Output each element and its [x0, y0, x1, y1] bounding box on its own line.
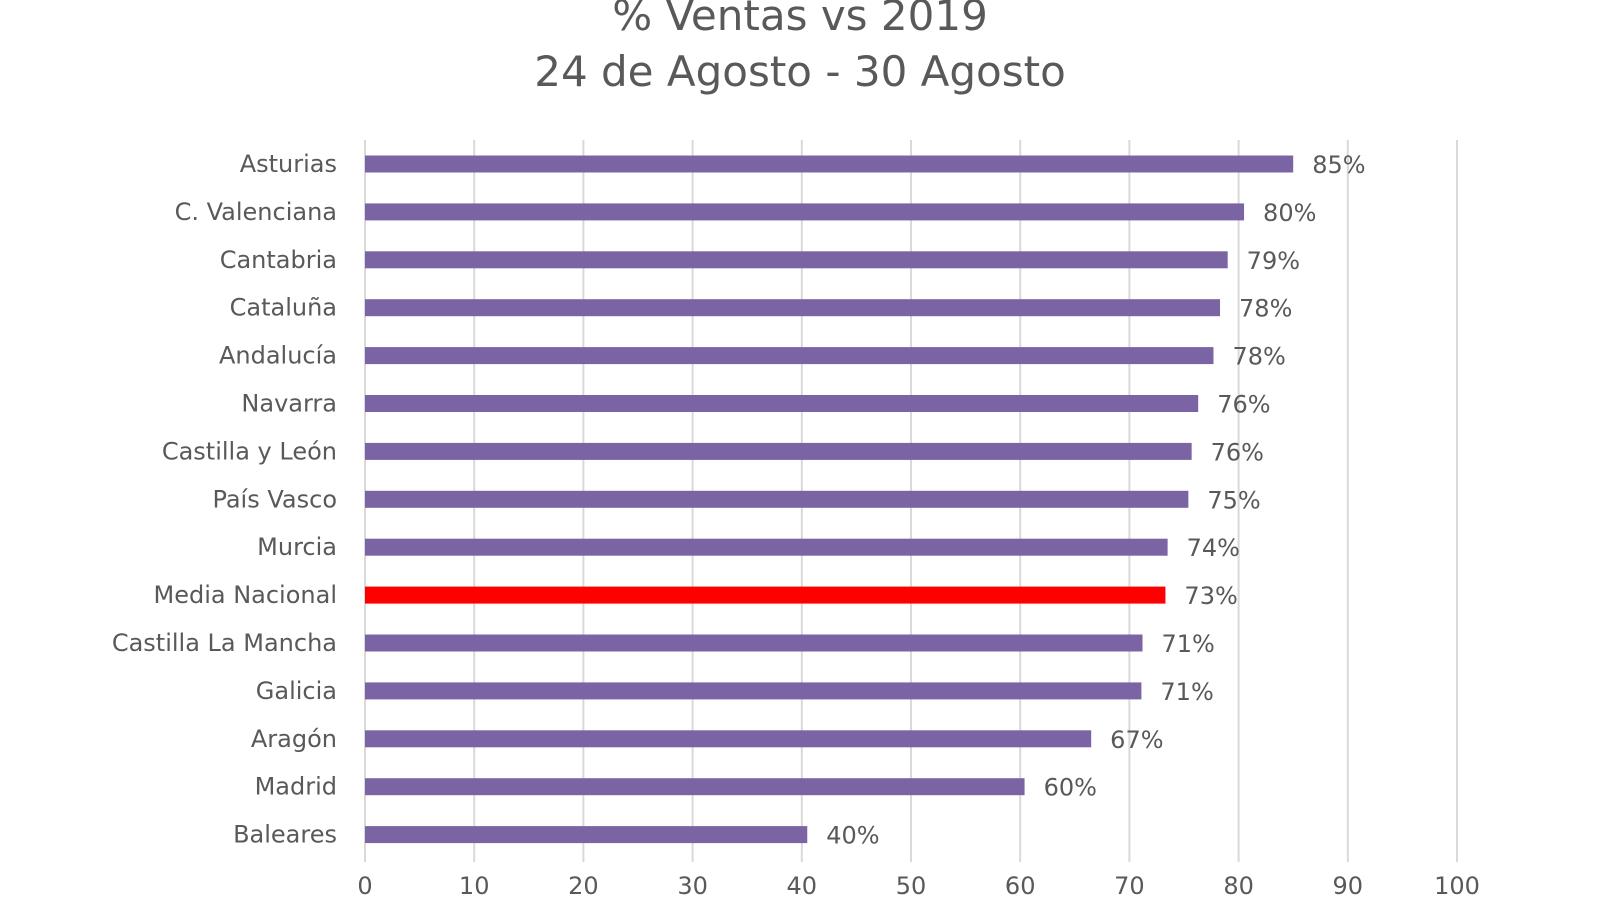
data-label: 73% — [1184, 582, 1237, 610]
chart-title: % Ventas vs 2019 — [612, 0, 988, 40]
chart-subtitle: 24 de Agosto - 30 Agosto — [534, 47, 1066, 96]
category-label: Andalucía — [219, 342, 337, 370]
data-label: 76% — [1217, 391, 1270, 419]
bar — [365, 490, 1189, 508]
data-label: 76% — [1211, 438, 1264, 466]
bar — [365, 442, 1192, 460]
x-tick-label: 0 — [357, 872, 372, 900]
bar — [365, 682, 1142, 700]
category-label: Cantabria — [220, 246, 337, 274]
x-tick-label: 60 — [1005, 872, 1036, 900]
x-tick-label: 40 — [787, 872, 818, 900]
category-label: Media Nacional — [153, 581, 337, 609]
x-tick-label: 90 — [1333, 872, 1364, 900]
bars — [365, 155, 1294, 844]
bar — [365, 778, 1025, 796]
bar — [365, 155, 1294, 173]
data-label: 74% — [1187, 534, 1240, 562]
data-label: 75% — [1207, 486, 1260, 514]
bar — [365, 826, 808, 844]
category-label: Castilla La Mancha — [112, 629, 337, 657]
category-label: Aragón — [251, 725, 337, 753]
category-label: C. Valenciana — [175, 198, 337, 226]
data-label: 78% — [1239, 295, 1292, 323]
x-tick-label: 10 — [459, 872, 490, 900]
category-label: Murcia — [257, 533, 337, 561]
category-label: Navarra — [241, 390, 337, 418]
x-tick-label: 70 — [1114, 872, 1145, 900]
bar — [365, 203, 1245, 221]
bar — [365, 395, 1199, 412]
x-tick-label: 80 — [1223, 872, 1254, 900]
bar — [365, 347, 1214, 365]
data-label: 85% — [1312, 151, 1365, 179]
category-labels: Asturias C. Valenciana Cantabria Cataluña An… — [112, 150, 337, 849]
data-label: 60% — [1044, 774, 1097, 802]
x-tick-label: 50 — [896, 872, 927, 900]
category-label: Cataluña — [230, 294, 337, 322]
x-tick-label: 30 — [677, 872, 708, 900]
data-label: 79% — [1247, 247, 1300, 275]
category-label: Galicia — [256, 677, 337, 705]
data-label: 78% — [1232, 343, 1285, 371]
data-label: 80% — [1263, 199, 1316, 227]
bar-highlight — [365, 586, 1166, 604]
value-labels: 85% 80% 79% 78% 78% 76% 76% 75% 74% 73% 71% 71% 67% 6… — [826, 151, 1365, 850]
bar — [365, 299, 1221, 317]
x-tick-label: 20 — [568, 872, 599, 900]
bar — [365, 251, 1228, 269]
category-label: Madrid — [255, 773, 337, 801]
x-axis-ticks: 0 10 20 30 40 50 60 70 80 90 100 — [357, 872, 1480, 900]
x-tick-label: 100 — [1434, 872, 1480, 900]
data-label: 40% — [826, 822, 879, 850]
bar — [365, 538, 1168, 556]
category-label: País Vasco — [212, 485, 337, 513]
data-label: 67% — [1110, 726, 1163, 754]
category-label: Asturias — [240, 150, 337, 178]
bar — [365, 730, 1092, 748]
data-label: 71% — [1160, 678, 1213, 706]
bar — [365, 634, 1143, 652]
category-label: Baleares — [233, 821, 337, 849]
data-label: 71% — [1162, 630, 1215, 658]
category-label: Castilla y León — [162, 437, 337, 465]
